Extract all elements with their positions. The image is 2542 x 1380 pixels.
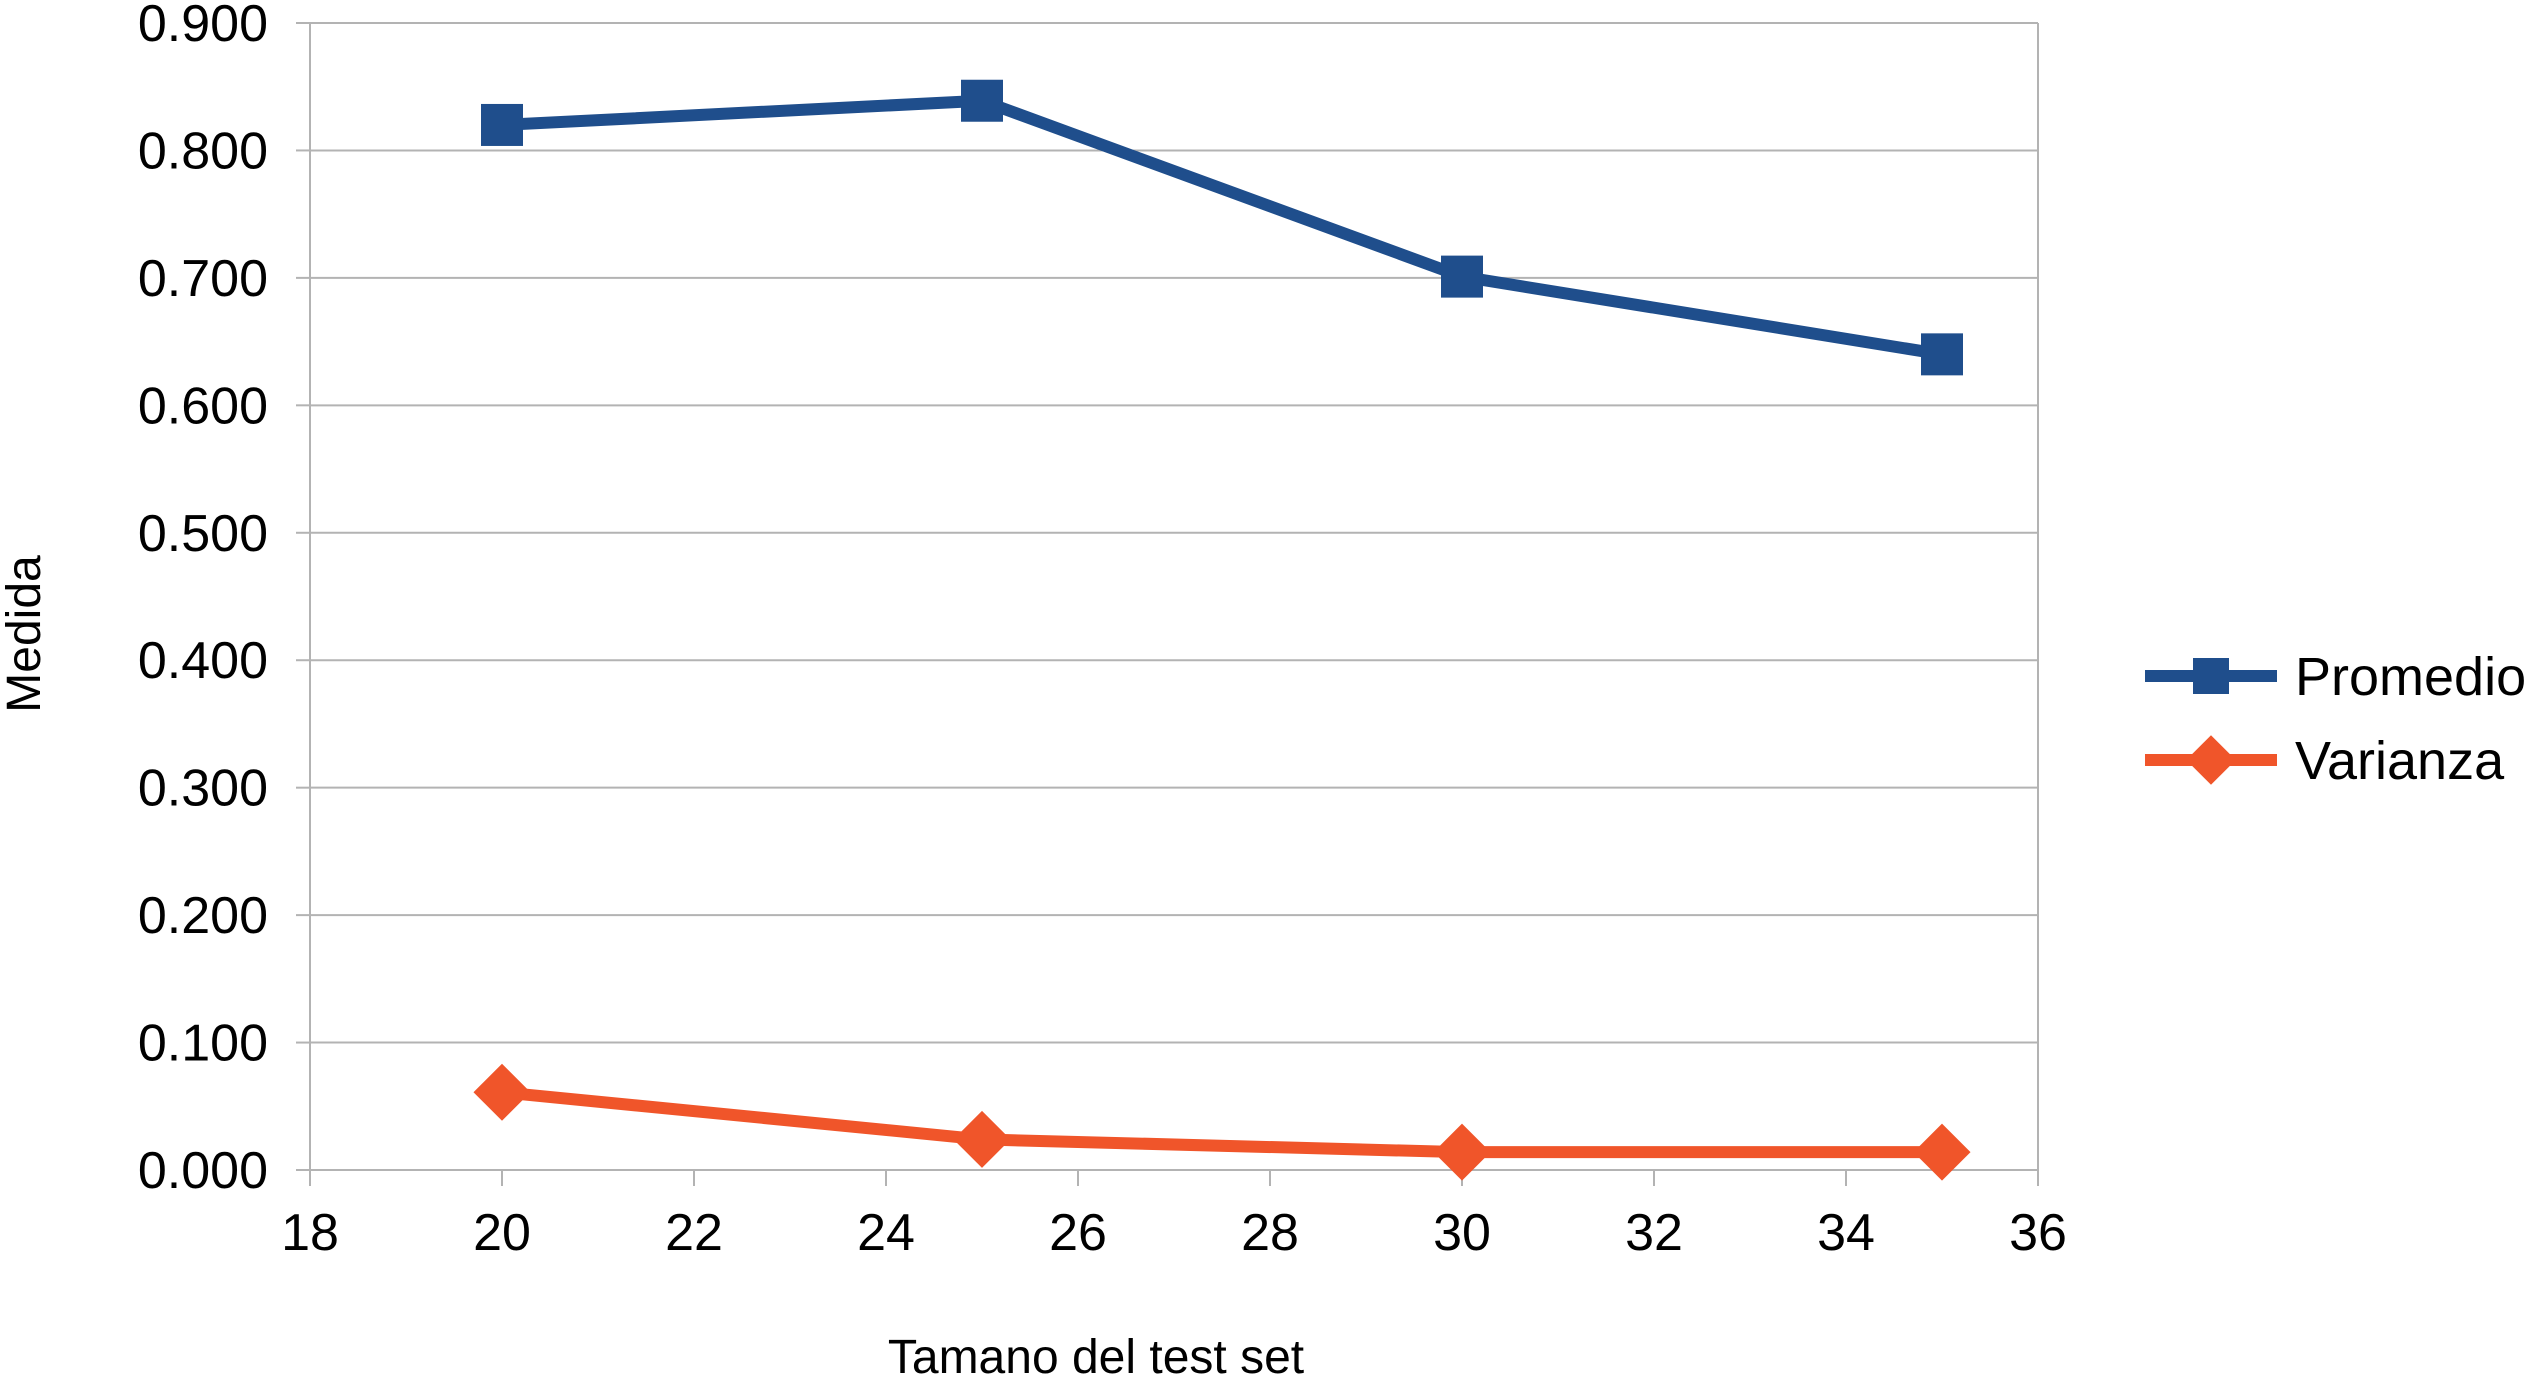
legend-marker [2193, 658, 2229, 694]
y-tick-label: 0.400 [138, 632, 268, 690]
x-tick-label: 18 [281, 1204, 339, 1262]
x-tick-label: 30 [1433, 1204, 1491, 1262]
axes [296, 22, 2039, 1186]
x-tick-label: 20 [473, 1204, 531, 1262]
data-point [961, 79, 1003, 122]
y-tick-label: 0.900 [138, 0, 268, 53]
series-line [501, 1086, 1942, 1159]
series [473, 79, 1971, 1181]
data-point [1441, 255, 1483, 298]
data-point [473, 1063, 531, 1121]
data-point [1433, 1123, 1491, 1181]
x-tick-label: 32 [1625, 1204, 1683, 1262]
legend-item-varianza: Varianza [2145, 731, 2505, 791]
x-tick-label: 24 [857, 1204, 915, 1262]
data-point [953, 1110, 1011, 1168]
series-varianza [473, 1063, 1971, 1181]
x-tick-label: 22 [665, 1204, 723, 1262]
grid-lines [310, 22, 2038, 1171]
y-tick-label: 0.500 [138, 505, 268, 563]
x-tick-label: 28 [1241, 1204, 1299, 1262]
y-tick-label: 0.200 [138, 887, 268, 945]
y-tick-label: 0.000 [138, 1142, 268, 1200]
x-axis-ticks: 18 20 22 24 26 28 30 32 34 36 [281, 1204, 2067, 1262]
legend-label: Promedio [2295, 647, 2526, 707]
legend-label: Varianza [2295, 731, 2505, 791]
data-point [1921, 333, 1963, 376]
legend-item-promedio: Promedio [2145, 647, 2526, 707]
series-promedio [481, 79, 1963, 376]
y-tick-label: 0.300 [138, 760, 268, 818]
x-tick-label: 34 [1817, 1204, 1875, 1262]
x-tick-label: 36 [2009, 1204, 2067, 1262]
legend-marker [2186, 735, 2236, 785]
data-point [481, 103, 523, 146]
y-axis-title: Medida [0, 555, 51, 713]
series-line [501, 94, 1943, 361]
y-axis-ticks: 0.000 0.100 0.200 0.300 0.400 0.500 0.600 0.700… [138, 0, 268, 1200]
x-axis-title: Tamano del test set [888, 1331, 1304, 1380]
y-tick-label: 0.600 [138, 377, 268, 435]
y-tick-label: 0.100 [138, 1015, 268, 1073]
data-point [1913, 1123, 1971, 1181]
legend: Promedio Varianza [2145, 647, 2526, 791]
y-tick-label: 0.700 [138, 250, 268, 308]
x-tick-label: 26 [1049, 1204, 1107, 1262]
y-tick-label: 0.800 [138, 122, 268, 180]
